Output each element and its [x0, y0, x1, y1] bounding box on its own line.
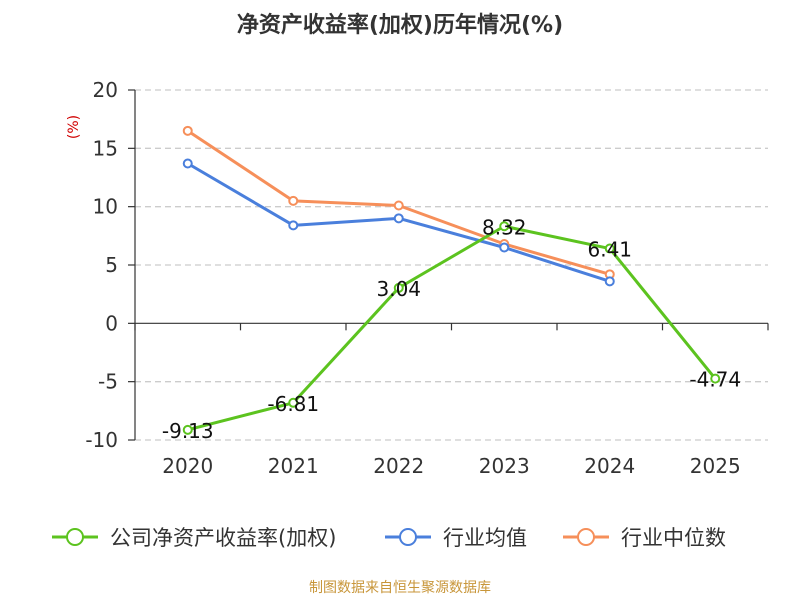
y-tick-label: -10: [85, 428, 118, 452]
data-point: [604, 243, 615, 254]
chart-title: 净资产收益率(加权)历年情况(%): [237, 12, 563, 38]
y-tick-label: 5: [105, 253, 118, 277]
data-point: [710, 373, 721, 384]
y-axis-label: (%): [66, 115, 82, 139]
data-label: -4.74: [689, 368, 741, 392]
data-point: [604, 276, 615, 287]
data-label: 6.41: [587, 238, 632, 262]
data-label: 3.04: [376, 277, 421, 301]
x-tick-label: 2024: [584, 454, 635, 478]
legend-marker: [66, 528, 84, 546]
data-point: [393, 213, 404, 224]
data-label: -9.13: [162, 419, 214, 443]
data-point: [288, 195, 299, 206]
y-tick-label: 10: [93, 195, 118, 219]
legend-label: 行业中位数: [621, 526, 726, 550]
data-point: [499, 221, 510, 232]
y-tick-label: 0: [105, 311, 118, 335]
data-point: [182, 125, 193, 136]
y-tick-label: 20: [93, 78, 118, 102]
y-tick-label: 15: [93, 136, 118, 160]
data-label: -6.81: [267, 392, 319, 416]
legend-marker: [577, 528, 595, 546]
x-tick-label: 2020: [162, 454, 213, 478]
legend-marker: [399, 528, 417, 546]
data-point: [288, 397, 299, 408]
data-label: 8.32: [482, 215, 527, 239]
x-tick-label: 2025: [690, 454, 741, 478]
x-tick-label: 2021: [268, 454, 319, 478]
x-tick-label: 2022: [373, 454, 424, 478]
x-tick-label: 2023: [479, 454, 530, 478]
legend-label: 公司净资产收益率(加权): [110, 526, 336, 550]
data-point: [288, 220, 299, 231]
data-point: [393, 200, 404, 211]
data-point: [182, 424, 193, 435]
data-point: [499, 242, 510, 253]
data-point: [393, 282, 404, 293]
legend-label: 行业均值: [443, 526, 527, 550]
series-line: [187, 224, 717, 432]
data-point: [182, 158, 193, 169]
source-footer: 制图数据来自恒生聚源数据库: [309, 580, 491, 596]
y-tick-label: -5: [98, 370, 118, 394]
